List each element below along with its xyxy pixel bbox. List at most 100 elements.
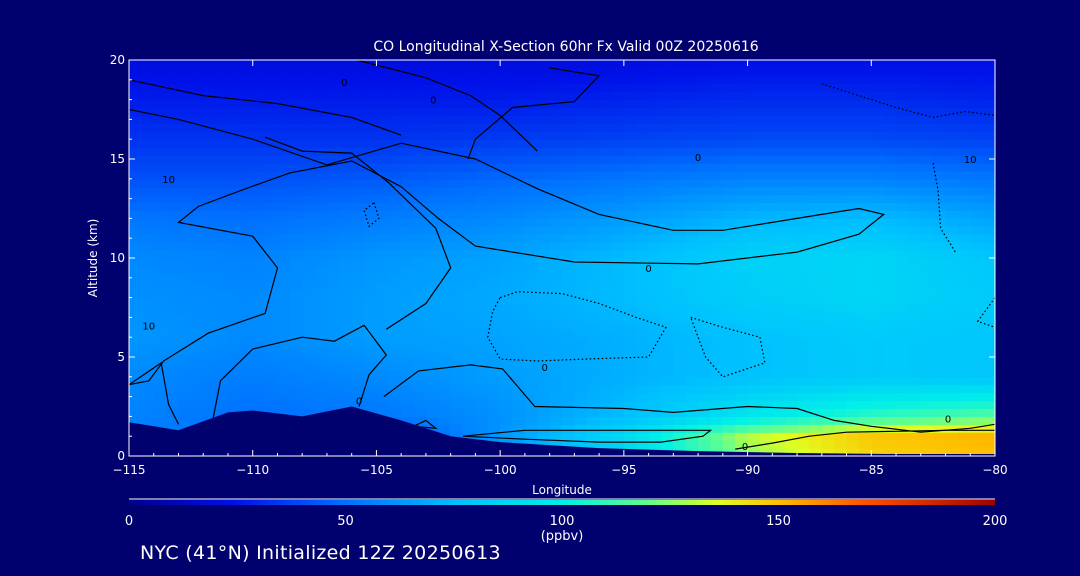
field-cell (809, 186, 823, 196)
field-cell (302, 115, 316, 124)
field-cell (487, 67, 501, 77)
field-cell (376, 368, 390, 378)
field-cell (364, 265, 378, 275)
field-cell (784, 194, 798, 204)
field-cell (920, 226, 934, 235)
field-cell (166, 345, 180, 354)
field-cell (240, 194, 254, 204)
field-cell (215, 147, 229, 156)
field-cell (747, 162, 761, 172)
init-caption: NYC (41°N) Initialized 12Z 20250613 (140, 542, 501, 564)
field-cell (562, 210, 575, 219)
field-cell (141, 384, 155, 394)
field-cell (302, 210, 316, 219)
field-cell (846, 273, 860, 283)
field-cell (141, 297, 155, 307)
field-cell (203, 392, 217, 402)
field-cell (326, 131, 340, 140)
field-cell (710, 123, 724, 132)
field-cell (166, 91, 180, 101)
field-cell (425, 226, 439, 235)
field-cell (945, 250, 959, 259)
field-cell (747, 99, 761, 109)
field-cell (883, 392, 897, 402)
field-cell (623, 337, 637, 346)
field-cell (153, 353, 167, 362)
field-cell (957, 91, 971, 101)
field-cell (289, 75, 303, 85)
field-cell (710, 321, 724, 330)
field-cell (215, 329, 229, 338)
field-cell (562, 60, 575, 69)
field-cell (178, 376, 192, 386)
field-cell (920, 178, 934, 188)
field-cell (425, 131, 439, 140)
field-cell (339, 321, 353, 330)
field-cell (920, 329, 934, 338)
field-cell (203, 226, 217, 235)
field-cell (265, 99, 279, 109)
field-cell (747, 155, 761, 164)
field-cell (302, 345, 316, 354)
field-cell (660, 289, 674, 299)
field-cell (834, 337, 848, 346)
field-cell (623, 321, 637, 330)
field-cell (685, 273, 699, 283)
field-cell (957, 250, 971, 259)
field-cell (364, 131, 378, 140)
field-cell (326, 155, 340, 164)
field-cell (215, 123, 229, 132)
field-cell (265, 139, 279, 148)
field-cell (413, 392, 427, 402)
field-cell (364, 313, 378, 322)
field-cell (425, 384, 439, 394)
field-cell (475, 155, 489, 164)
field-cell (549, 162, 563, 172)
field-cell (623, 400, 637, 410)
field-cell (673, 408, 687, 417)
field-cell (772, 67, 786, 77)
field-cell (524, 226, 538, 235)
field-cell (153, 368, 167, 378)
field-cell (215, 170, 229, 180)
field-cell (376, 353, 390, 362)
field-cell (475, 123, 489, 132)
field-cell (153, 297, 167, 307)
field-cell (834, 273, 848, 283)
field-cell (809, 321, 823, 330)
field-cell (611, 194, 625, 204)
field-cell (586, 337, 600, 346)
field-cell (166, 353, 180, 362)
field-cell (772, 368, 786, 378)
field-cell (129, 91, 142, 101)
field-cell (537, 368, 551, 378)
field-cell (413, 353, 427, 362)
field-cell (784, 416, 798, 425)
field-cell (920, 321, 934, 330)
field-cell (871, 202, 885, 212)
field-cell (834, 297, 848, 307)
field-cell (933, 337, 947, 346)
field-cell (351, 345, 365, 354)
field-cell (215, 83, 229, 93)
field-cell (896, 353, 909, 362)
field-cell (759, 67, 773, 77)
field-cell (784, 329, 798, 338)
field-cell (215, 345, 229, 354)
field-cell (537, 242, 551, 251)
field-cell (883, 107, 897, 117)
field-cell (945, 353, 959, 362)
field-cell (227, 107, 241, 117)
field-cell (623, 297, 637, 307)
field-cell (500, 424, 514, 433)
field-cell (648, 162, 662, 172)
field-cell (821, 123, 835, 132)
field-cell (784, 305, 798, 315)
field-cell (289, 91, 303, 101)
field-cell (685, 194, 699, 204)
field-cell (636, 67, 650, 77)
field-cell (722, 234, 736, 243)
field-cell (252, 115, 266, 124)
field-cell (388, 99, 402, 109)
field-cell (933, 400, 947, 410)
